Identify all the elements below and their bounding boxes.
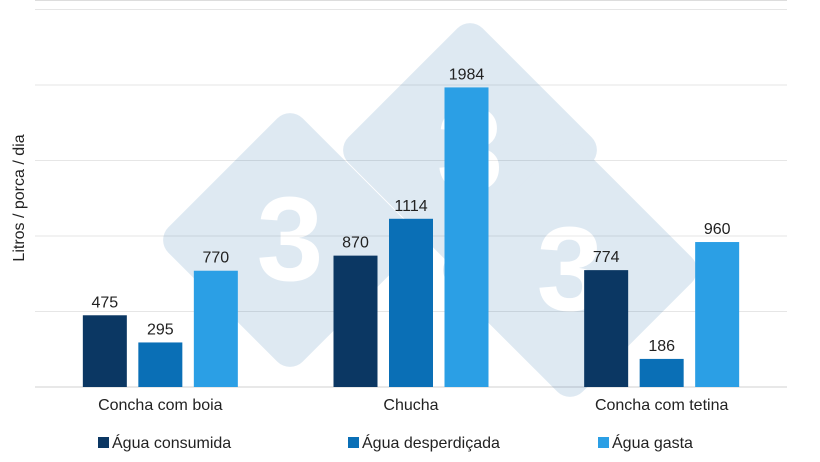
legend-label: Água desperdiçada bbox=[362, 433, 500, 452]
bar bbox=[695, 242, 740, 387]
legend-swatch bbox=[598, 437, 609, 448]
data-label: 770 bbox=[202, 250, 229, 267]
legend-label: Água consumida bbox=[112, 433, 231, 452]
y-axis-label: Litros / porca / dia bbox=[11, 134, 28, 261]
data-label: 295 bbox=[147, 321, 174, 338]
x-tick-label: Chucha bbox=[383, 397, 438, 414]
legend-swatch bbox=[98, 437, 109, 448]
data-label: 1114 bbox=[394, 198, 427, 215]
data-label: 475 bbox=[91, 294, 118, 311]
bar bbox=[389, 218, 433, 387]
data-label: 960 bbox=[704, 221, 731, 238]
bar bbox=[82, 315, 127, 387]
bar bbox=[444, 87, 489, 387]
data-label: 1984 bbox=[449, 66, 485, 83]
bar bbox=[584, 270, 629, 387]
bar bbox=[333, 255, 378, 387]
svg-text:3: 3 bbox=[257, 172, 324, 306]
legend-label: Água gasta bbox=[612, 433, 693, 452]
legend-swatch bbox=[348, 437, 359, 448]
data-label: 186 bbox=[648, 338, 675, 355]
data-label: 870 bbox=[342, 235, 369, 252]
bar bbox=[138, 342, 183, 387]
bar bbox=[193, 270, 238, 387]
bar bbox=[639, 358, 684, 387]
x-tick-label: Concha com boia bbox=[98, 397, 223, 414]
x-tick-label: Concha com tetina bbox=[595, 397, 729, 414]
data-label: 774 bbox=[593, 249, 620, 266]
